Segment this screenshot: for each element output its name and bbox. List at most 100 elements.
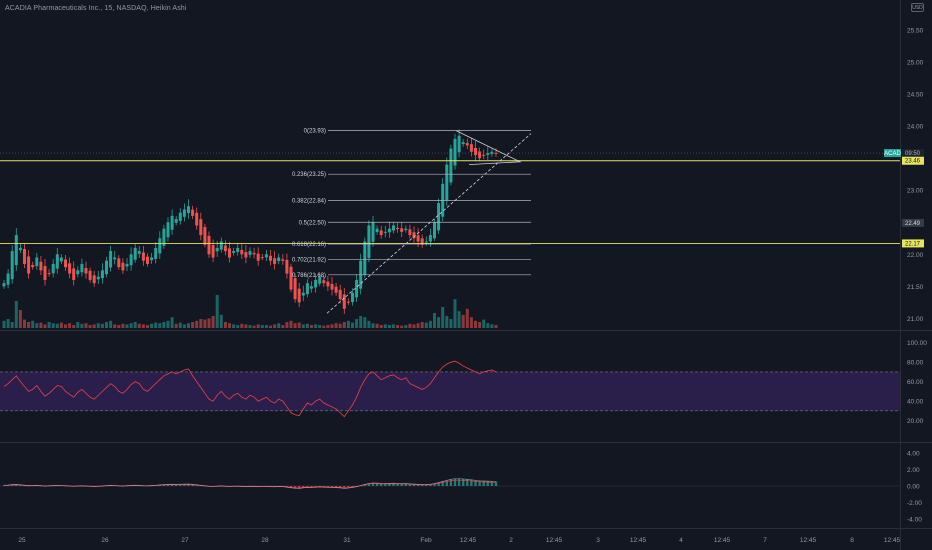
candle-body — [166, 222, 170, 238]
candle-body — [256, 253, 260, 261]
volume-bar — [162, 322, 166, 328]
rsi-y-tick-label: 100.00 — [907, 340, 927, 347]
candle-body — [113, 257, 117, 260]
volume-bar — [39, 322, 43, 328]
currency-button[interactable]: USD — [911, 3, 924, 12]
volume-bar — [310, 325, 313, 328]
volume-bar — [346, 320, 350, 328]
volume-bar — [244, 324, 248, 328]
fib-level-label: 0.5(22.50) — [299, 220, 326, 226]
macd-y-tick-label: 0.00 — [907, 484, 920, 491]
fib-level-label: 0.618(22.16) — [292, 242, 326, 248]
volume-bar — [449, 319, 453, 328]
macd-histogram-bar — [170, 484, 174, 486]
candle-body — [264, 254, 268, 258]
x-tick-label: 12:45 — [884, 537, 901, 544]
pennant-pattern — [455, 130, 522, 165]
macd-histogram-bar — [384, 483, 387, 486]
volume-bar — [219, 314, 223, 328]
candle-body — [322, 280, 326, 284]
candle-body — [10, 251, 14, 280]
volume-bar — [375, 323, 379, 328]
volume-bar — [318, 325, 322, 328]
y-tick-label: 25.50 — [907, 28, 924, 35]
candle-body — [39, 261, 43, 271]
volume-bar — [109, 320, 113, 328]
volume-bar — [96, 323, 100, 328]
candle-body — [342, 294, 346, 309]
volume-bar — [461, 314, 465, 328]
candle-body — [482, 154, 486, 156]
price-level-tag-bg — [902, 239, 924, 248]
macd-histogram-bar — [371, 482, 375, 486]
candle-body — [154, 247, 158, 259]
y-tick-label: 22.00 — [907, 252, 924, 259]
candle-body — [424, 241, 428, 243]
volume-bar — [207, 318, 211, 328]
volume-bar — [465, 308, 469, 328]
macd-histogram-bar — [429, 484, 432, 486]
candle-body — [338, 289, 342, 300]
macd-histogram-bar — [347, 486, 350, 489]
macd-histogram-bar — [408, 483, 412, 486]
macd-histogram-bar — [298, 486, 301, 489]
volume-bar — [486, 323, 490, 328]
candle-body — [228, 248, 231, 258]
volume-bar — [301, 324, 305, 328]
macd-histogram-bar — [490, 481, 494, 486]
volume-bar — [469, 317, 473, 328]
x-tick-label: 12:45 — [800, 537, 817, 544]
volume-bar — [223, 322, 227, 328]
candle-body — [14, 235, 18, 266]
volume-bar — [371, 323, 375, 328]
macd-histogram-bar — [474, 480, 477, 486]
candle-body — [281, 259, 285, 261]
candle-body — [43, 266, 47, 280]
candle-body — [174, 219, 178, 223]
volume-bar — [260, 325, 264, 328]
candle-body — [76, 270, 80, 275]
candle-body — [301, 292, 305, 296]
volume-bar — [277, 323, 281, 328]
candle-body — [285, 260, 289, 274]
volume-bar — [359, 316, 363, 328]
volume-bar — [416, 323, 420, 328]
price-level-tag-bg — [902, 218, 924, 227]
candle-body — [64, 259, 67, 268]
candle-body — [318, 276, 322, 284]
volume-bar — [240, 323, 244, 328]
candle-body — [27, 256, 31, 274]
x-tick-label: 26 — [101, 537, 109, 544]
macd-histogram-bar — [363, 484, 366, 486]
y-tick-label: 24.00 — [907, 124, 924, 131]
macd-histogram-bar — [478, 480, 481, 486]
volume-bar — [330, 324, 334, 328]
volume-bar — [113, 324, 117, 328]
macd-histogram-bar — [380, 483, 383, 486]
volume-bar — [178, 322, 182, 328]
macd-histogram-bar — [486, 481, 489, 486]
candle-body — [96, 276, 100, 280]
volume-bar — [433, 313, 436, 328]
candle-body — [326, 281, 330, 287]
volume-bar — [285, 322, 289, 328]
candle-body — [84, 268, 88, 274]
candle-body — [219, 241, 223, 250]
volume-bar — [68, 323, 72, 328]
volume-bar — [248, 325, 252, 328]
volume-bar — [228, 323, 231, 328]
candle-body — [490, 151, 494, 154]
volume-bar — [264, 325, 268, 328]
macd-histogram-bar — [166, 484, 170, 486]
macd-histogram-bar — [302, 486, 305, 488]
volume-bar — [80, 323, 84, 328]
volume-bar — [18, 310, 22, 328]
volume-bar — [31, 320, 35, 328]
volume-bar — [117, 325, 121, 328]
volume-bar — [6, 319, 10, 328]
candle-body — [461, 142, 465, 144]
volume-bar — [27, 322, 31, 328]
volume-bar — [297, 322, 301, 328]
volume-bar — [412, 324, 416, 328]
